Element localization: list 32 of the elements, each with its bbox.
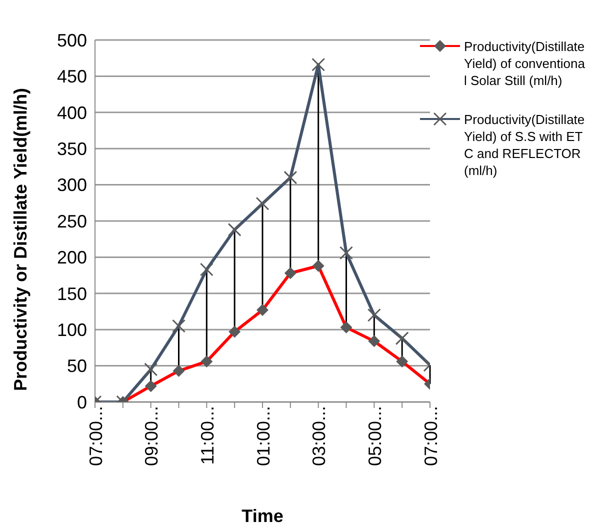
x-tick-label: 07:00... — [420, 406, 441, 466]
y-tick-label: 350 — [56, 138, 87, 159]
y-tick-label: 100 — [56, 320, 87, 340]
y-tick-label: 500 — [56, 30, 87, 50]
x-tick-label: 11:00... — [197, 406, 218, 465]
point — [367, 308, 381, 322]
y-tick-label: 50 — [66, 356, 87, 376]
point — [395, 332, 409, 346]
x-axis-title: Time — [242, 506, 284, 526]
y-axis-title: Productivity or Distillate Yield(ml/h) — [10, 88, 30, 391]
point — [172, 319, 186, 333]
point — [312, 58, 326, 72]
legend-label: Productivity(Distillate Yield) of conventional Solar Still (ml/h) — [464, 38, 586, 89]
legend-label: Productivity(Distillate Yield) of S.S with ETC and REFLECTOR (ml/h) — [464, 111, 586, 179]
x-tick-label: 09:00... — [142, 406, 162, 466]
point — [200, 262, 214, 276]
y-tick-label: 400 — [56, 102, 87, 123]
y-tick-label: 250 — [56, 211, 87, 232]
x-tick-label: 05:00... — [364, 406, 385, 466]
x-tick-label: 07:00... — [86, 406, 106, 466]
y-tick-label: 0 — [76, 392, 87, 412]
point — [340, 246, 353, 260]
x-tick-label: 03:00... — [309, 406, 330, 466]
y-tick-label: 150 — [56, 284, 87, 304]
y-tick-label: 450 — [56, 66, 87, 87]
y-tick-label: 300 — [56, 175, 87, 196]
point — [284, 170, 298, 184]
point — [256, 196, 270, 210]
y-tick-label: 200 — [56, 248, 87, 268]
point — [144, 362, 158, 376]
point — [228, 222, 242, 236]
x-tick-label: 01:00... — [253, 406, 274, 466]
